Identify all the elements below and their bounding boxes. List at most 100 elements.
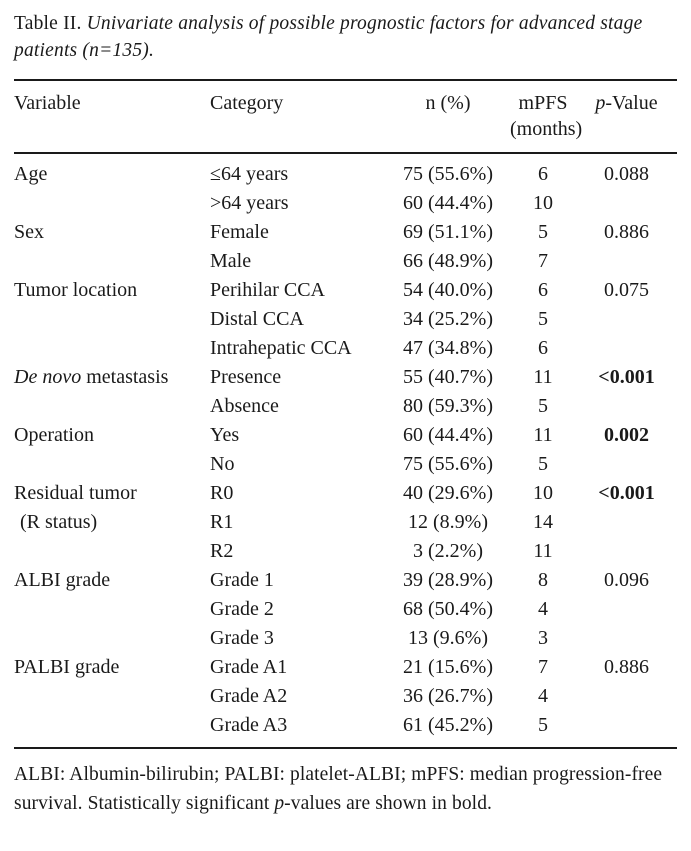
cell-n-pct: 80 (59.3%) — [403, 395, 493, 417]
cell-mpfs: 5 — [538, 308, 548, 330]
cell-n-pct: 3 (2.2%) — [413, 540, 483, 562]
table-caption-label: Table II. — [14, 13, 82, 34]
cell-category: ≤64 years — [210, 163, 289, 185]
cell-mpfs: 11 — [533, 424, 553, 446]
cell-variable — [14, 624, 210, 653]
cell-mpfs: 6 — [538, 163, 548, 185]
cell-p-value — [576, 595, 677, 624]
cell-p-value: 0.886 — [604, 221, 649, 243]
cell-category: Grade A1 — [210, 656, 288, 678]
cell-category: R1 — [210, 511, 234, 533]
table-row: Grade 3 13 (9.6%) 3 — [14, 624, 677, 653]
cell-p-value: 0.096 — [604, 569, 649, 591]
cell-p-value — [576, 334, 677, 363]
cell-variable-text: metastasis — [81, 366, 169, 388]
cell-category: Grade 1 — [210, 569, 274, 591]
header-n-pct: n (%) — [425, 92, 471, 114]
cell-variable-text: Tumor location — [14, 279, 138, 301]
cell-variable-text: ALBI grade — [14, 569, 111, 591]
table-caption: Table II. Univariate analysis of possibl… — [14, 10, 669, 64]
header-rule — [14, 152, 677, 154]
cell-p-value — [576, 537, 677, 566]
cell-p-value — [576, 189, 677, 218]
cell-variable: Tumor location — [14, 276, 210, 305]
cell-n-pct: 60 (44.4%) — [403, 192, 493, 214]
table-row: >64 years 60 (44.4%) 10 — [14, 189, 677, 218]
cell-p-value — [576, 508, 677, 537]
bottom-rule — [14, 747, 677, 749]
header-mpfs-line2: (months) — [510, 118, 583, 140]
cell-p-value — [576, 711, 677, 740]
cell-mpfs: 4 — [538, 685, 548, 707]
header-p-italic: p — [595, 92, 606, 114]
cell-variable — [14, 334, 210, 363]
cell-mpfs: 7 — [538, 656, 548, 678]
footnote-p-italic: p — [274, 793, 285, 814]
cell-p-value — [576, 450, 677, 479]
cell-category: Presence — [210, 366, 282, 388]
cell-variable: Age — [14, 160, 210, 189]
cell-n-pct: 40 (29.6%) — [403, 482, 493, 504]
cell-variable — [14, 189, 210, 218]
table-row: Grade 2 68 (50.4%) 4 — [14, 595, 677, 624]
cell-variable — [14, 392, 210, 421]
cell-n-pct: 12 (8.9%) — [408, 511, 488, 533]
cell-variable: De novo metastasis — [14, 363, 210, 392]
table-row: Intrahepatic CCA 47 (34.8%) 6 — [14, 334, 677, 363]
header-mpfs-line1: mPFS — [518, 92, 568, 114]
cell-n-pct: 21 (15.6%) — [403, 656, 493, 678]
footnote-part2: -values are shown in bold. — [284, 793, 493, 814]
cell-variable-text: Age — [14, 163, 48, 185]
cell-variable — [14, 450, 210, 479]
header-p-value: p-Value — [576, 90, 677, 142]
cell-category: Grade A2 — [210, 685, 288, 707]
cell-category: R0 — [210, 482, 234, 504]
cell-variable: ALBI grade — [14, 566, 210, 595]
cell-mpfs: 6 — [538, 337, 548, 359]
cell-category: Absence — [210, 395, 279, 417]
header-variable: Variable — [14, 92, 81, 114]
cell-category: Intrahepatic CCA — [210, 337, 352, 359]
cell-p-value — [576, 624, 677, 653]
cell-category: Perihilar CCA — [210, 279, 325, 301]
table-row: Grade A2 36 (26.7%) 4 — [14, 682, 677, 711]
cell-n-pct: 75 (55.6%) — [403, 163, 493, 185]
cell-category: Female — [210, 221, 269, 243]
cell-p-value — [576, 682, 677, 711]
cell-variable: Residual tumor — [14, 479, 210, 508]
cell-variable-text: PALBI grade — [14, 656, 120, 678]
table-row: Absence 80 (59.3%) 5 — [14, 392, 677, 421]
cell-variable: Operation — [14, 421, 210, 450]
cell-mpfs: 5 — [538, 221, 548, 243]
cell-p-value: <0.001 — [598, 366, 655, 388]
cell-mpfs: 5 — [538, 395, 548, 417]
cell-mpfs: 3 — [538, 627, 548, 649]
cell-n-pct: 39 (28.9%) — [403, 569, 493, 591]
cell-variable-text: (R status) — [20, 511, 98, 533]
cell-mpfs: 10 — [533, 192, 553, 214]
cell-variable — [14, 711, 210, 740]
table-caption-text: Univariate analysis of possible prognost… — [14, 13, 643, 61]
cell-mpfs: 5 — [538, 453, 548, 475]
cell-n-pct: 66 (48.9%) — [403, 250, 493, 272]
cell-variable-text: Operation — [14, 424, 94, 446]
cell-category: R2 — [210, 540, 234, 562]
table-row: Operation Yes 60 (44.4%) 11 0.002 — [14, 421, 677, 450]
cell-n-pct: 34 (25.2%) — [403, 308, 493, 330]
cell-variable: Sex — [14, 218, 210, 247]
header-mpfs: mPFS (months) — [510, 90, 582, 142]
cell-variable — [14, 305, 210, 334]
cell-p-value: 0.075 — [604, 279, 649, 301]
header-category: Category — [210, 92, 284, 114]
cell-variable — [14, 595, 210, 624]
cell-p-value — [576, 305, 677, 334]
table-row: Male 66 (48.9%) 7 — [14, 247, 677, 276]
header-p-rest: -Value — [605, 92, 658, 114]
cell-category: Grade 2 — [210, 598, 274, 620]
cell-p-value: 0.088 — [604, 163, 649, 185]
table-row: PALBI grade Grade A1 21 (15.6%) 7 0.886 — [14, 653, 677, 682]
cell-mpfs: 6 — [538, 279, 548, 301]
cell-n-pct: 61 (45.2%) — [403, 714, 493, 736]
cell-category: No — [210, 453, 235, 475]
cell-mpfs: 11 — [533, 366, 553, 388]
